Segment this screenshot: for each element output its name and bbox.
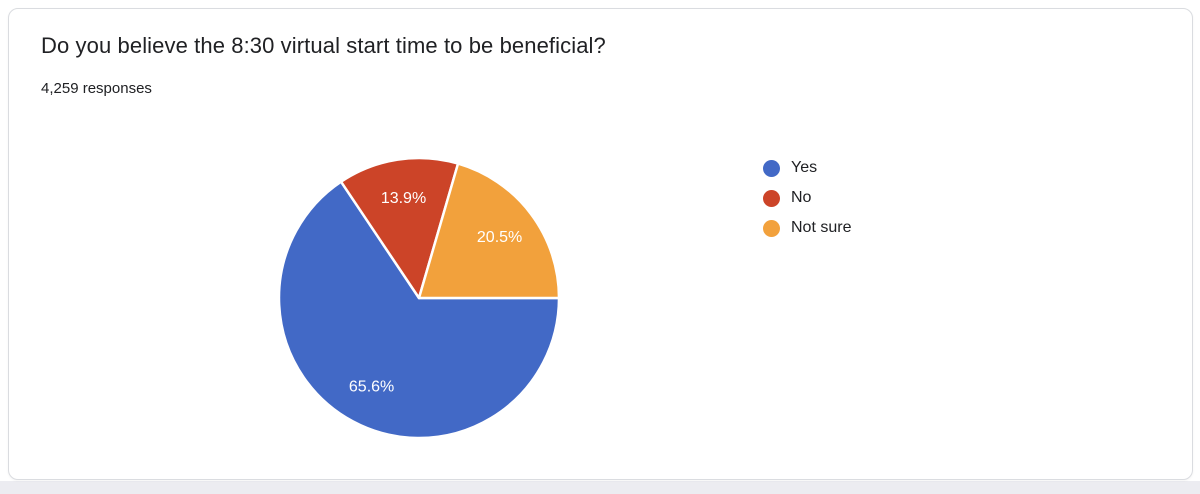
question-title: Do you believe the 8:30 virtual start ti…	[41, 33, 606, 58]
legend-label: Yes	[791, 159, 818, 176]
slice-percent-label: 20.5%	[477, 229, 522, 246]
legend-item-not-sure: Not sure	[763, 213, 851, 243]
chart-legend: Yes No Not sure	[763, 153, 851, 243]
page-background-strip	[0, 481, 1200, 494]
legend-color-dot	[763, 219, 780, 237]
pie-slice-not-sure[interactable]	[417, 162, 561, 300]
slice-percent-label: 65.6%	[349, 378, 394, 395]
legend-item-no: No	[763, 183, 851, 213]
pie-slice-yes[interactable]	[277, 180, 561, 440]
pie-chart: 65.6% 13.9% 20.5%	[269, 148, 569, 448]
legend-item-yes: Yes	[763, 153, 851, 183]
slice-percent-label: 13.9%	[381, 190, 426, 207]
legend-color-dot	[763, 159, 780, 177]
response-count: 4,259 responses	[41, 80, 152, 97]
legend-label: Not sure	[791, 219, 852, 236]
legend-color-dot	[763, 189, 780, 207]
pie-chart-svg: 65.6% 13.9% 20.5%	[277, 156, 561, 440]
response-summary-card: Do you believe the 8:30 virtual start ti…	[8, 8, 1193, 480]
legend-label: No	[791, 189, 812, 206]
